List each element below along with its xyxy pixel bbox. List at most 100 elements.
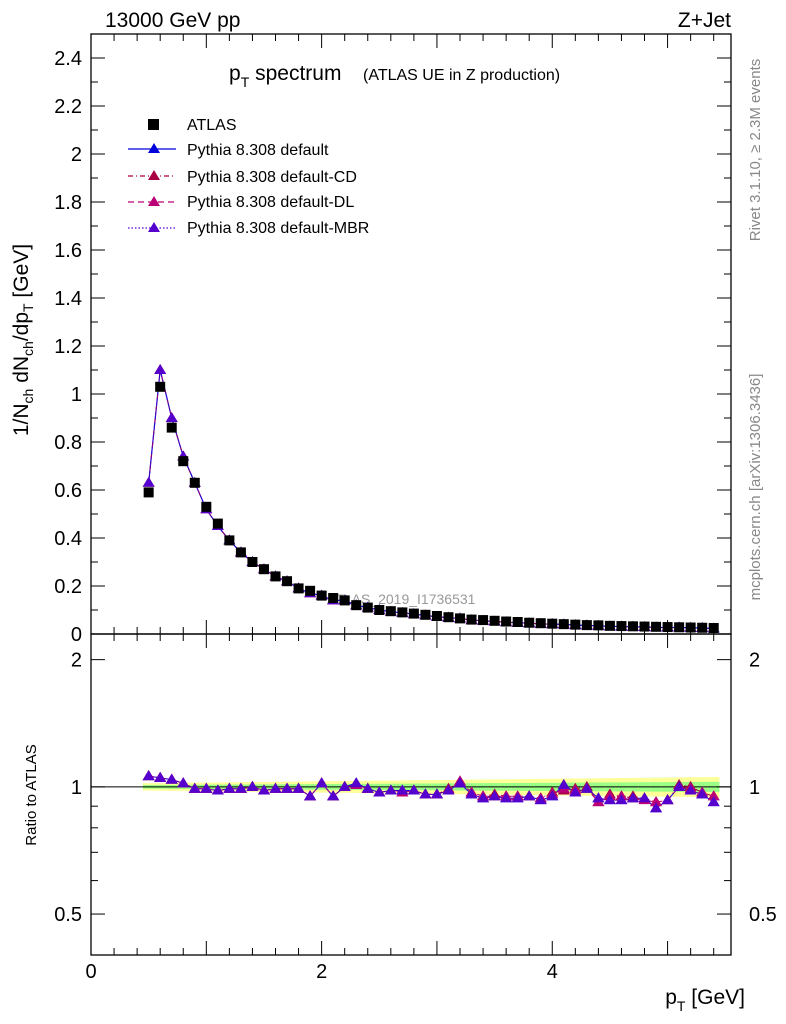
x-axis-label-p: p	[665, 986, 677, 1009]
main-marker-atlas	[501, 616, 512, 627]
main-marker-atlas	[189, 477, 200, 488]
ratio-marker-3	[350, 777, 363, 788]
ratio-marker-3	[361, 782, 374, 793]
main-marker-atlas	[455, 613, 466, 624]
ratio-marker-3	[154, 771, 167, 782]
plot-title: pT spectrum	[229, 62, 341, 90]
main-y-axis-label-part-3: ch	[20, 341, 36, 356]
rivet-version-text: Rivet 3.1.10, ≥ 2.3M events	[747, 59, 764, 242]
title-sub: T	[241, 74, 250, 90]
ratio-marker-3	[396, 784, 409, 795]
ratio-axis-ticks	[90, 634, 731, 955]
main-marker-atlas	[478, 615, 489, 626]
ratio-y-tick-label: 1	[71, 777, 82, 799]
main-marker-atlas	[674, 622, 685, 633]
ratio-marker-3	[338, 780, 351, 791]
main-marker-atlas	[639, 621, 650, 632]
main-y-axis-label-part-5: T	[20, 303, 36, 312]
ratio-y-tick-label: 0.5	[54, 904, 82, 926]
ratio-marker-3	[188, 782, 201, 793]
ratio-marker-3	[430, 788, 443, 799]
main-y-axis-label: 1/Nch dNch/dpT [GeV]	[10, 244, 36, 436]
main-marker-atlas	[362, 602, 373, 613]
main-series-lines	[148, 369, 714, 630]
main-series-markers	[142, 364, 720, 633]
main-marker-atlas	[397, 607, 408, 618]
main-y-tick-label: 1.8	[54, 192, 82, 214]
main-marker-atlas	[581, 620, 592, 631]
main-marker-atlas	[316, 590, 327, 601]
main-marker-atlas	[166, 422, 177, 433]
main-y-tick-label: 0.8	[54, 432, 82, 454]
main-marker-atlas	[408, 608, 419, 619]
x-tick-label: 0	[85, 961, 96, 983]
main-y-tick-label: 0	[71, 624, 82, 646]
ratio-marker-3	[534, 794, 547, 805]
main-marker-atlas	[466, 614, 477, 625]
main-marker-atlas	[443, 612, 454, 623]
ratio-marker-3	[626, 792, 639, 803]
ratio-marker-3	[500, 792, 513, 803]
x-axis-label-unit: [GeV]	[685, 986, 745, 1009]
ratio-marker-3	[223, 782, 236, 793]
ratio-marker-3	[580, 782, 593, 793]
main-marker-mbr	[154, 364, 167, 374]
main-y-tick-label: 1.4	[54, 288, 82, 310]
ratio-marker-2	[707, 790, 720, 801]
main-marker-atlas	[351, 600, 362, 611]
main-marker-atlas	[685, 622, 696, 633]
main-marker-atlas	[512, 617, 523, 627]
main-y-tick-label: 1	[71, 384, 82, 406]
x-tick-label: 4	[547, 961, 558, 983]
ratio-marker-3	[142, 770, 155, 781]
main-marker-atlas	[524, 617, 535, 628]
main-line-default	[148, 369, 714, 630]
ratio-marker-3	[257, 784, 270, 795]
ratio-series-markers	[142, 770, 720, 813]
main-marker-atlas	[282, 576, 293, 587]
ratio-marker-3	[557, 779, 570, 790]
ratio-marker-3	[384, 784, 397, 795]
mcplots-text: mcplots.cern.ch [arXiv:1306.3436]	[747, 374, 764, 601]
legend-marker-mbr	[148, 222, 160, 232]
main-y-axis-label-part-6: [GeV]	[10, 244, 33, 304]
ratio-marker-3	[269, 782, 282, 793]
legend-label-dl: Pythia 8.308 default-DL	[187, 194, 354, 211]
ratio-marker-3	[546, 790, 559, 801]
ratio-marker-3	[442, 784, 455, 795]
ratio-plot-frame	[90, 633, 732, 956]
main-y-tick-labels: 0 0.2 0.4 0.6 0.8 1 1.2 1.4 1.6 1.8 2 2.2 2.4	[54, 48, 82, 646]
ratio-marker-3	[465, 788, 478, 799]
main-line-cd	[148, 369, 714, 629]
main-marker-atlas	[339, 595, 350, 606]
ratio-marker-3	[200, 782, 213, 793]
ratio-marker-3	[419, 788, 432, 799]
main-marker-atlas	[178, 456, 189, 467]
ratio-marker-3	[246, 780, 259, 791]
ratio-marker-2	[650, 796, 663, 807]
main-marker-atlas	[328, 593, 339, 603]
main-marker-atlas	[593, 620, 604, 631]
ratio-marker-3	[292, 782, 305, 793]
ratio-marker-3	[327, 790, 340, 801]
main-marker-atlas	[558, 619, 569, 630]
legend-label-atlas: ATLAS	[187, 117, 237, 134]
main-y-tick-label: 1.6	[54, 240, 82, 262]
legend-marker-cd	[148, 170, 160, 180]
main-marker-atlas	[293, 583, 304, 594]
main-marker-atlas	[431, 611, 442, 621]
ratio-marker-3	[454, 777, 467, 788]
main-marker-atlas	[616, 621, 627, 632]
main-marker-atlas	[374, 605, 385, 615]
main-marker-atlas	[201, 501, 212, 512]
main-marker-atlas	[627, 621, 638, 632]
ratio-marker-3	[511, 792, 524, 803]
ratio-marker-3	[234, 782, 247, 793]
ratio-marker-3	[373, 786, 386, 797]
main-marker-mbr	[142, 476, 155, 487]
main-line-mbr	[148, 369, 714, 629]
main-y-tick-label: 2	[71, 144, 82, 166]
main-marker-atlas	[420, 609, 431, 620]
main-marker-atlas	[708, 623, 719, 633]
main-y-tick-label: 2.2	[54, 96, 82, 118]
